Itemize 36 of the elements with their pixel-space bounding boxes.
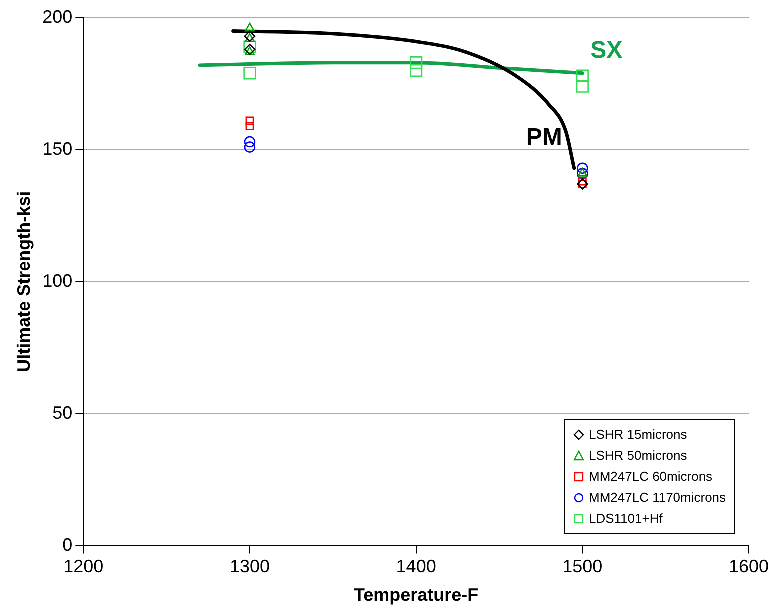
point — [577, 162, 588, 174]
point — [244, 67, 256, 80]
point — [244, 136, 256, 148]
y-tick-label: 0 — [62, 534, 73, 555]
point — [246, 116, 254, 126]
point — [410, 56, 423, 70]
x-tick-label: 1200 — [64, 556, 104, 577]
legend-label: LDS1101+Hf — [588, 510, 664, 528]
point — [244, 22, 255, 32]
legend-label: MM247LC 60microns — [588, 468, 714, 486]
point — [576, 80, 589, 93]
x-tick-label: 1400 — [396, 556, 436, 577]
y-tick-label: 100 — [42, 270, 73, 291]
point — [246, 122, 254, 130]
point — [244, 33, 255, 42]
x-axis-title: Temperature-F — [354, 585, 479, 606]
x-tick-label: 1300 — [230, 556, 270, 577]
y-tick-label: 200 — [42, 6, 73, 27]
point — [244, 46, 255, 56]
legend-label: LSHR 15microns — [588, 426, 688, 444]
legend-label: LSHR 50microns — [588, 446, 688, 465]
point — [578, 168, 588, 177]
x-tick-label: 1500 — [562, 556, 603, 577]
y-tick-label: 50 — [52, 402, 73, 423]
point — [244, 40, 256, 54]
legend-label: MM247LC 1170microns — [588, 488, 726, 507]
point — [244, 142, 256, 153]
point — [577, 168, 588, 180]
series-label: SX — [590, 37, 623, 64]
y-axis-title: Ultimate Strength-ksi — [14, 191, 34, 372]
point — [410, 64, 423, 78]
point — [576, 70, 589, 82]
x-tick-label: 1600 — [728, 556, 770, 577]
line-series — [232, 29, 576, 170]
y-tick-label: 150 — [42, 138, 73, 159]
series-label: PM — [526, 124, 562, 152]
